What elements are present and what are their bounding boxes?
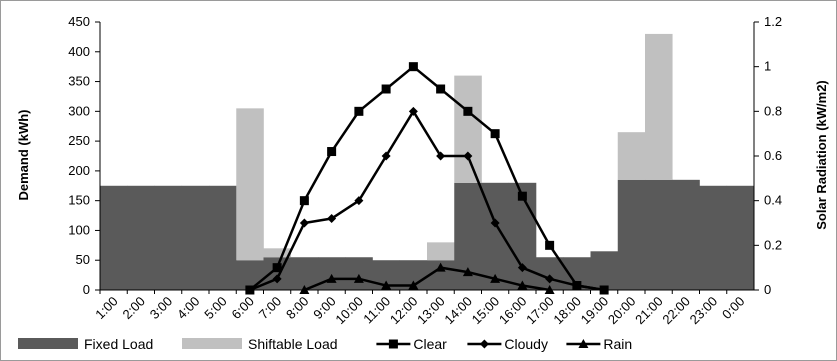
bar-fixed-load xyxy=(181,185,210,290)
y-tick-label: 50 xyxy=(76,252,90,267)
y-tick-label: 0 xyxy=(83,282,90,297)
y2-tick-label: 0.6 xyxy=(764,148,782,163)
point-cloudy xyxy=(545,274,555,284)
legend-label-cloudy: Cloudy xyxy=(504,336,548,352)
legend-marker-rain xyxy=(578,339,589,348)
bar-shiftable-load xyxy=(617,132,646,180)
bar-fixed-load xyxy=(209,185,237,290)
y-tick-label: 250 xyxy=(68,133,90,148)
point-cloudy xyxy=(381,151,391,161)
y-tick-label: 200 xyxy=(68,163,90,178)
bar-shiftable-load xyxy=(427,242,455,261)
point-rain xyxy=(517,280,528,290)
y2-axis-title: Solar Radiation (kW/m2) xyxy=(814,80,829,230)
point-clear xyxy=(272,263,282,273)
point-rain xyxy=(544,285,555,294)
point-clear xyxy=(327,147,337,157)
bar-fixed-load xyxy=(100,185,128,290)
bar-fixed-load xyxy=(699,185,728,290)
bar-fixed-load xyxy=(590,251,619,290)
legend-swatch-shiftable-load xyxy=(182,338,242,349)
point-rain xyxy=(435,262,446,272)
point-clear xyxy=(436,84,446,94)
legend-marker-cloudy xyxy=(479,339,489,349)
point-cloudy xyxy=(572,281,582,291)
y-tick-label: 150 xyxy=(68,193,90,208)
lines-layer xyxy=(245,62,609,295)
point-clear xyxy=(299,196,309,206)
point-rain xyxy=(299,285,310,294)
legend-swatch-fixed-load xyxy=(18,338,78,349)
legend-marker-clear xyxy=(388,339,398,349)
y2-tick-label: 0.2 xyxy=(764,237,782,252)
bar-fixed-load xyxy=(345,257,373,290)
bar-fixed-load xyxy=(154,185,183,290)
point-clear xyxy=(463,106,473,116)
legend-label-clear: Clear xyxy=(413,336,447,352)
point-clear xyxy=(381,84,391,94)
point-rain xyxy=(490,273,501,283)
y-tick-label: 100 xyxy=(68,222,90,237)
y2-tick-label: 1.2 xyxy=(764,14,782,29)
point-clear xyxy=(354,106,364,116)
point-cloudy xyxy=(436,151,446,161)
point-cloudy xyxy=(299,218,309,228)
point-clear xyxy=(408,62,418,72)
legend-label-shiftable-load: Shiftable Load xyxy=(248,336,338,352)
bar-fixed-load xyxy=(263,257,292,290)
point-rain xyxy=(353,273,364,283)
line-rain xyxy=(303,266,550,292)
bar-fixed-load xyxy=(127,185,155,290)
bar-shiftable-load xyxy=(236,108,264,261)
bar-fixed-load xyxy=(726,185,755,290)
y2-tick-label: 0.4 xyxy=(764,193,782,208)
point-clear xyxy=(545,240,555,250)
y-tick-label: 400 xyxy=(68,44,90,59)
bar-shiftable-load xyxy=(263,248,292,258)
y2-tick-label: 0 xyxy=(764,282,771,297)
legend-label-rain: Rain xyxy=(603,336,632,352)
bar-fixed-load xyxy=(536,257,564,290)
point-cloudy xyxy=(517,263,527,273)
point-cloudy xyxy=(272,274,282,284)
point-rain xyxy=(326,273,337,283)
bar-fixed-load xyxy=(672,179,700,290)
legend-label-fixed-load: Fixed Load xyxy=(84,336,153,352)
point-rain xyxy=(408,280,419,290)
point-cloudy xyxy=(327,214,337,224)
line-cloudy xyxy=(249,110,605,292)
y2-tick-label: 0.8 xyxy=(764,103,782,118)
point-rain xyxy=(381,280,392,290)
point-cloudy xyxy=(490,218,500,228)
point-cloudy xyxy=(354,196,364,206)
point-clear xyxy=(517,191,527,201)
point-cloudy xyxy=(408,106,418,116)
y-tick-label: 300 xyxy=(68,103,90,118)
bar-fixed-load xyxy=(617,179,646,290)
point-cloudy xyxy=(463,151,473,161)
point-rain xyxy=(462,267,473,277)
bar-fixed-load xyxy=(290,257,319,290)
legend: Fixed Load Shiftable Load Clear Cloudy Rain xyxy=(18,336,632,352)
y-tick-label: 450 xyxy=(68,14,90,29)
bar-fixed-load xyxy=(318,257,346,290)
point-cloudy xyxy=(245,285,255,295)
line-clear xyxy=(249,65,605,292)
y-axis-title: Demand (kWh) xyxy=(16,110,31,201)
bar-shiftable-load xyxy=(645,33,673,180)
point-clear xyxy=(490,129,500,139)
y-tick-label: 350 xyxy=(68,74,90,89)
point-cloudy xyxy=(599,285,609,295)
y2-tick-label: 1 xyxy=(764,59,771,74)
bar-fixed-load xyxy=(645,179,673,290)
bar-shiftable-load xyxy=(454,75,482,183)
